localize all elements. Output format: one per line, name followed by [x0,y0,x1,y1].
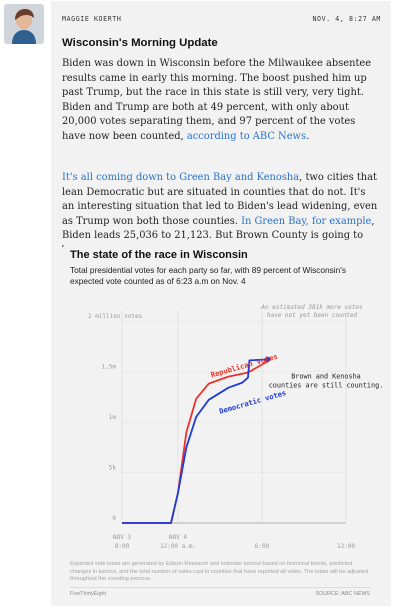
x-tick-label: 8:00 [115,543,130,550]
green-bay-example-link[interactable]: In Green Bay, for example [241,215,372,227]
paragraph-1-text: Biden was down in Wisconsin before the M… [62,58,372,142]
paragraph-1: Biden was down in Wisconsin before the M… [62,57,380,144]
author-name[interactable]: MAGGIE KOERTH [62,15,122,23]
chart-credits: FiveThirtyEight SOURCE: ABC NEWS [70,587,370,597]
paragraph-2-text: , two cities that lean Democratic but ar… [62,172,378,227]
author-avatar[interactable] [4,4,44,44]
abc-news-link[interactable]: according to ABC News [186,130,307,142]
x-tick-label: 12:00 [337,543,355,550]
paragraph-1-end: . [306,130,310,142]
republican-votes-line [122,360,269,524]
counting-annotation: Brown and Kenosha [291,373,361,381]
chart-title: The state of the race in Wisconsin [70,249,248,261]
green-bay-kenosha-link[interactable]: It's all coming down to Green Bay and Ke… [62,172,300,183]
chart-subtitle: Total presidential votes for each party … [70,265,346,286]
y-tick-label: 0 [112,515,116,522]
chart-source: SOURCE: ABC NEWS [315,591,370,597]
y-tick-label: 1m [109,414,117,421]
counting-annotation-2: counties are still counting. [269,382,382,390]
republican-votes-label: Republican votes [210,352,279,380]
x-tick-label: NOV 3 [113,534,131,541]
x-tick-label: NOV 4 [169,534,187,541]
live-blog-entry: MAGGIE KOERTH NOV. 4, 8:27 AM Wisconsin'… [51,1,391,606]
not-counted-annotation: An estimated 381k more votes [260,304,363,311]
wisconsin-race-chart: The state of the race in Wisconsin Total… [64,241,382,597]
entry-meta: MAGGIE KOERTH NOV. 4, 8:27 AM [62,15,381,25]
latest-count-dot [264,356,271,363]
chart-brand: FiveThirtyEight [70,591,106,597]
x-tick-label: 6:00 [255,543,270,550]
y-tick-label: 2 million votes [88,313,143,320]
chart-plot: 2 million votes 1.5m 1m 5k 0 NOV 3 8:00 NOV 4 12… [88,304,382,550]
avatar-photo [4,4,44,44]
y-tick-label: 1.5m [102,364,117,371]
not-counted-annotation-2: have not yet been counted [267,312,358,319]
entry-timestamp: NOV. 4, 8:27 AM [312,15,381,23]
democratic-votes-label: Democratic votes [218,388,287,416]
x-tick-label: 12:00 a.m. [160,543,196,550]
entry-headline: Wisconsin's Morning Update [62,37,218,49]
chart-footnote: Expected vote totals are generated by Ed… [70,561,369,582]
y-tick-label: 5k [109,465,117,472]
democratic-votes-line [122,358,268,524]
